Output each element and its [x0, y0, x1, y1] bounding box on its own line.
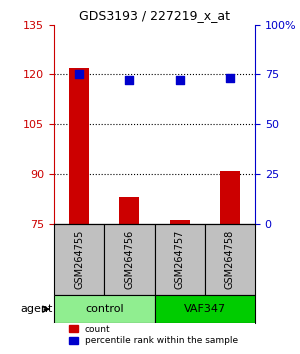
Text: VAF347: VAF347: [184, 304, 226, 314]
Point: [177, 78, 182, 83]
FancyBboxPatch shape: [205, 224, 255, 295]
FancyBboxPatch shape: [54, 295, 154, 323]
FancyBboxPatch shape: [54, 224, 104, 295]
FancyBboxPatch shape: [154, 224, 205, 295]
Bar: [119, 197, 140, 224]
Text: GSM264758: GSM264758: [225, 230, 235, 289]
Text: control: control: [85, 304, 124, 314]
Bar: [220, 171, 240, 224]
Title: GDS3193 / 227219_x_at: GDS3193 / 227219_x_at: [79, 9, 230, 22]
Text: GSM264757: GSM264757: [175, 230, 184, 289]
Bar: [69, 68, 89, 224]
Text: GSM264756: GSM264756: [124, 230, 134, 289]
Text: GSM264755: GSM264755: [74, 230, 84, 289]
Bar: [169, 220, 190, 224]
Point: [127, 78, 132, 83]
Legend: count, percentile rank within the sample: count, percentile rank within the sample: [69, 325, 238, 346]
Point: [227, 76, 232, 81]
Point: [77, 72, 82, 77]
FancyBboxPatch shape: [104, 224, 154, 295]
Text: agent: agent: [21, 304, 53, 314]
FancyBboxPatch shape: [154, 295, 255, 323]
